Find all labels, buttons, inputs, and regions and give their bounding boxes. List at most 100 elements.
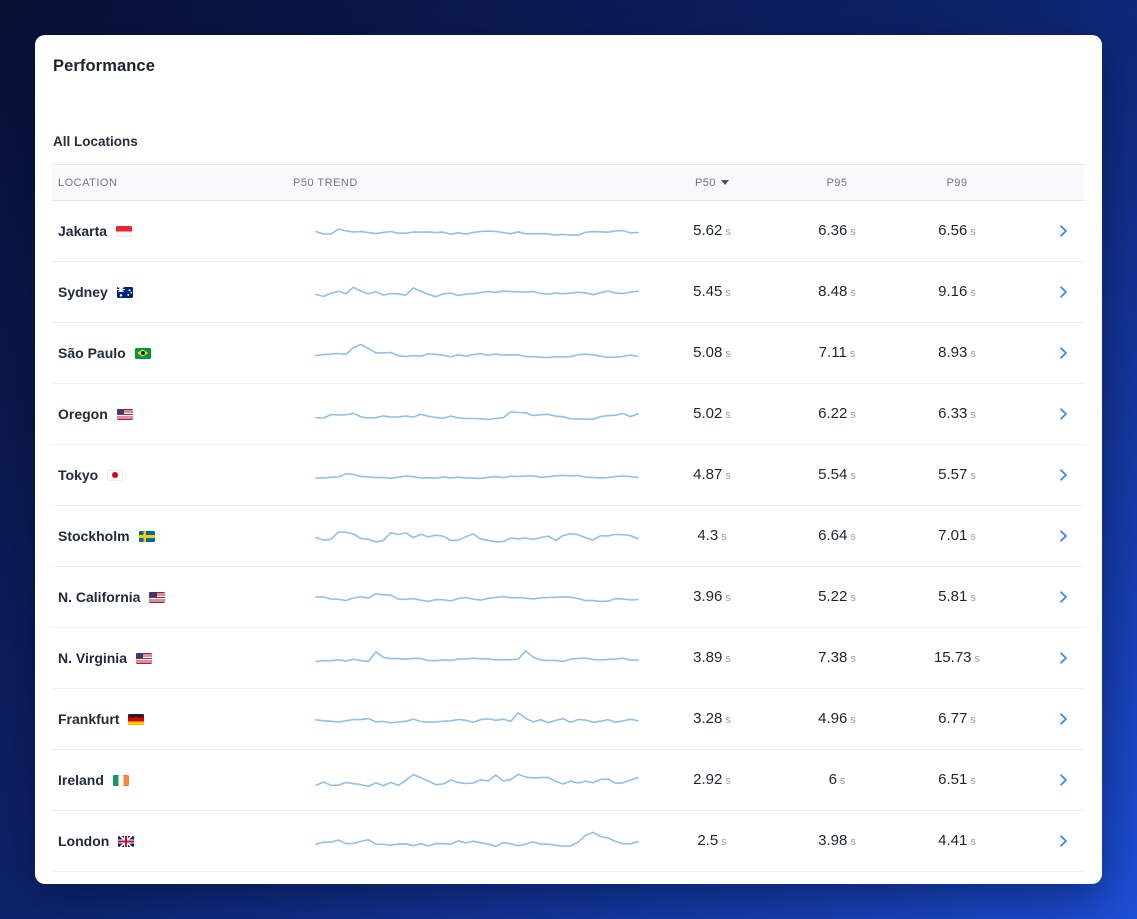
- p50-value-cell: 2.5 s: [647, 832, 777, 850]
- chevron-right-icon: [1060, 225, 1067, 237]
- p50-value-cell: 5.45 s: [647, 283, 777, 301]
- row-detail-button[interactable]: [1017, 467, 1085, 483]
- table-row[interactable]: London 2.5 s 3.98 s 4.41 s: [52, 811, 1085, 872]
- p95-value: 8.48: [818, 283, 848, 300]
- p50-value: 5.62: [693, 222, 723, 239]
- p50-value-cell: 3.96 s: [647, 588, 777, 606]
- p95-unit: s: [850, 714, 856, 726]
- p50-value: 4.87: [693, 466, 723, 483]
- indonesia-flag-icon: [116, 225, 133, 237]
- p99-value: 6.33: [938, 405, 968, 422]
- column-header-p50[interactable]: P50: [647, 177, 777, 189]
- usa-flag-icon: [116, 408, 133, 420]
- column-header-p95[interactable]: P95: [826, 176, 848, 189]
- table-row[interactable]: Frankfurt 3.28 s 4.96 s 6.77 s: [52, 689, 1085, 750]
- p95-value-cell: 4.96 s: [777, 710, 897, 728]
- p50-unit: s: [725, 653, 731, 665]
- chevron-right-icon: [1060, 408, 1067, 420]
- table-row[interactable]: Oregon 5.02 s 6.22 s 6.33 s: [52, 384, 1085, 445]
- p99-value: 7.01: [938, 527, 968, 544]
- p99-value: 8.93: [938, 344, 968, 361]
- row-detail-button[interactable]: [1017, 345, 1085, 361]
- p50-value: 3.28: [693, 710, 723, 727]
- p95-value-cell: 6.64 s: [777, 527, 897, 545]
- p95-value: 6.22: [818, 405, 848, 422]
- column-header-p50-label: P50: [694, 176, 717, 189]
- p95-unit: s: [850, 653, 856, 665]
- p50-trend-sparkline: [292, 519, 647, 553]
- location-name: Oregon: [58, 406, 108, 422]
- table-row[interactable]: Stockholm 4.3 s 6.64 s 7.01 s: [52, 506, 1085, 567]
- p50-value-cell: 5.62 s: [647, 222, 777, 240]
- p50-value-cell: 5.08 s: [647, 344, 777, 362]
- p95-value: 3.98: [818, 832, 848, 849]
- p50-value-cell: 3.89 s: [647, 649, 777, 667]
- column-header-p99[interactable]: P99: [946, 176, 968, 189]
- performance-card: Performance All Locations LOCATION P50 T…: [35, 35, 1102, 884]
- p99-unit: s: [974, 653, 981, 665]
- location-name: N. Virginia: [58, 650, 127, 666]
- table-row[interactable]: Jakarta 5.62 s 6.36 s 6.56 s: [52, 201, 1085, 262]
- p50-value: 4.3: [697, 527, 719, 544]
- chevron-right-icon: [1060, 713, 1067, 725]
- p95-value: 6.64: [818, 527, 848, 544]
- table-row[interactable]: Sydney 5.45 s 8.48 s 9.16 s: [52, 262, 1085, 323]
- p99-value-cell: 9.16 s: [897, 283, 1017, 301]
- table-row[interactable]: São Paulo 5.08 s 7.11 s 8.93 s: [52, 323, 1085, 384]
- row-detail-button[interactable]: [1017, 772, 1085, 788]
- australia-flag-icon: [116, 286, 133, 298]
- p99-unit: s: [970, 531, 976, 543]
- brazil-flag-icon: [134, 347, 151, 359]
- row-detail-button[interactable]: [1017, 711, 1085, 727]
- p50-value-cell: 2.92 s: [647, 771, 777, 789]
- p95-value: 6.36: [818, 222, 848, 239]
- p95-unit: s: [850, 409, 856, 421]
- chevron-right-icon: [1060, 652, 1067, 664]
- table-row[interactable]: N. Virginia 3.89 s 7.38 s 15.73 s: [52, 628, 1085, 689]
- column-header-location[interactable]: LOCATION: [58, 176, 118, 189]
- p99-value-cell: 6.56 s: [897, 222, 1017, 240]
- p95-value-cell: 7.11 s: [777, 344, 897, 362]
- p99-value: 15.73: [933, 649, 972, 666]
- location-name: Frankfurt: [58, 711, 120, 727]
- row-detail-button[interactable]: [1017, 589, 1085, 605]
- p99-unit: s: [970, 714, 976, 726]
- row-detail-button[interactable]: [1017, 528, 1085, 544]
- uk-flag-icon: [118, 835, 135, 847]
- usa-flag-icon: [149, 591, 166, 603]
- page-title: Performance: [53, 57, 155, 75]
- p95-unit: s: [850, 836, 856, 848]
- p95-value-cell: 5.22 s: [777, 588, 897, 606]
- table-row[interactable]: N. California 3.96 s 5.22 s 5.81 s: [52, 567, 1085, 628]
- location-name: Stockholm: [58, 528, 130, 544]
- chevron-right-icon: [1060, 530, 1067, 542]
- p50-value: 5.02: [693, 405, 723, 422]
- p50-trend-sparkline: [292, 702, 647, 736]
- p50-unit: s: [725, 226, 731, 238]
- table-row[interactable]: Tokyo 4.87 s 5.54 s 5.57 s: [52, 445, 1085, 506]
- p50-value-cell: 3.28 s: [647, 710, 777, 728]
- p50-trend-sparkline: [292, 763, 647, 797]
- p99-unit: s: [970, 226, 976, 238]
- germany-flag-icon: [128, 713, 145, 725]
- table-body: Jakarta 5.62 s 6.36 s 6.56 s Sydney: [52, 201, 1085, 872]
- row-detail-button[interactable]: [1017, 284, 1085, 300]
- p99-value-cell: 7.01 s: [897, 527, 1017, 545]
- p99-unit: s: [970, 775, 976, 787]
- row-detail-button[interactable]: [1017, 650, 1085, 666]
- row-detail-button[interactable]: [1017, 223, 1085, 239]
- row-detail-button[interactable]: [1017, 833, 1085, 849]
- ireland-flag-icon: [112, 774, 129, 786]
- p95-value: 6: [828, 771, 837, 788]
- location-name: Tokyo: [58, 467, 99, 483]
- p50-trend-sparkline: [292, 214, 647, 248]
- p50-trend-sparkline: [292, 336, 647, 370]
- p95-unit: s: [850, 226, 856, 238]
- locations-table: LOCATION P50 TREND P50 P95 P99 Jakarta 5…: [52, 164, 1085, 872]
- row-detail-button[interactable]: [1017, 406, 1085, 422]
- p95-unit: s: [850, 287, 856, 299]
- p95-value-cell: 7.38 s: [777, 649, 897, 667]
- sweden-flag-icon: [138, 530, 155, 542]
